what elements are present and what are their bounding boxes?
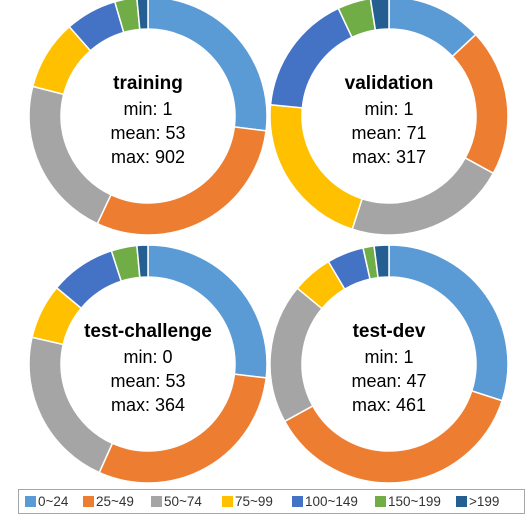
donut-stat-0: min: 1 <box>364 99 413 119</box>
legend-swatch-1 <box>83 496 94 507</box>
legend-swatch-4 <box>292 496 303 507</box>
donut-slice-0-1 <box>96 126 267 236</box>
donut-slice-1-4 <box>269 7 353 109</box>
legend-label-0: 0~24 <box>38 494 69 509</box>
legend-border <box>18 489 525 514</box>
legend-swatch-0 <box>25 496 36 507</box>
donut-stat-1: mean: 71 <box>351 123 426 143</box>
legend-label-2: 50~74 <box>164 494 202 509</box>
donut-stat-1: mean: 47 <box>351 371 426 391</box>
donut-stat-0: min: 1 <box>364 347 413 367</box>
donut-title: training <box>113 73 183 94</box>
legend: 0~24 25~49 50~74 75~99 100~149 150~199 >199 <box>18 489 525 514</box>
donut-slice-2-2 <box>28 336 114 474</box>
donut-slice-0-2 <box>28 85 112 225</box>
donut-slice-3-2 <box>269 287 324 423</box>
donut-stat-2: max: 317 <box>352 147 426 167</box>
donut-stat-0: min: 0 <box>123 347 172 367</box>
donut-slice-1-1 <box>451 33 509 175</box>
donut-slice-1-3 <box>269 103 364 231</box>
donut-title: test-challenge <box>84 321 212 342</box>
legend-swatch-2 <box>151 496 162 507</box>
donut-slice-0-6 <box>136 0 149 31</box>
donut-slice-2-6 <box>136 244 149 279</box>
donut-title: validation <box>345 73 434 94</box>
donut-stat-2: max: 902 <box>111 147 185 167</box>
legend-label-1: 25~49 <box>96 494 134 509</box>
donut-slice-1-6 <box>369 0 390 31</box>
legend-label-6: >199 <box>469 494 499 509</box>
donut-stat-0: min: 1 <box>123 99 172 119</box>
donut-stat-2: max: 461 <box>352 395 426 415</box>
donut-stat-2: max: 364 <box>111 395 185 415</box>
legend-swatch-5 <box>375 496 386 507</box>
donut-stat-1: mean: 53 <box>110 371 185 391</box>
donut-2: test-challenge min: 0 mean: 53 max: 364 <box>28 244 268 484</box>
donut-slice-1-2 <box>351 156 495 236</box>
donut-3: test-dev min: 1 mean: 47 max: 461 <box>269 244 509 484</box>
donut-0: training min: 1 mean: 53 max: 902 <box>28 0 268 236</box>
donut-1: validation min: 1 mean: 71 max: 317 <box>269 0 509 236</box>
donut-stat-1: mean: 53 <box>110 123 185 143</box>
legend-label-3: 75~99 <box>235 494 273 509</box>
donut-title: test-dev <box>353 321 426 342</box>
legend-swatch-3 <box>222 496 233 507</box>
legend-label-5: 150~199 <box>388 494 441 509</box>
legend-label-4: 100~149 <box>305 494 358 509</box>
donut-slice-3-6 <box>373 244 390 279</box>
legend-swatch-6 <box>456 496 467 507</box>
